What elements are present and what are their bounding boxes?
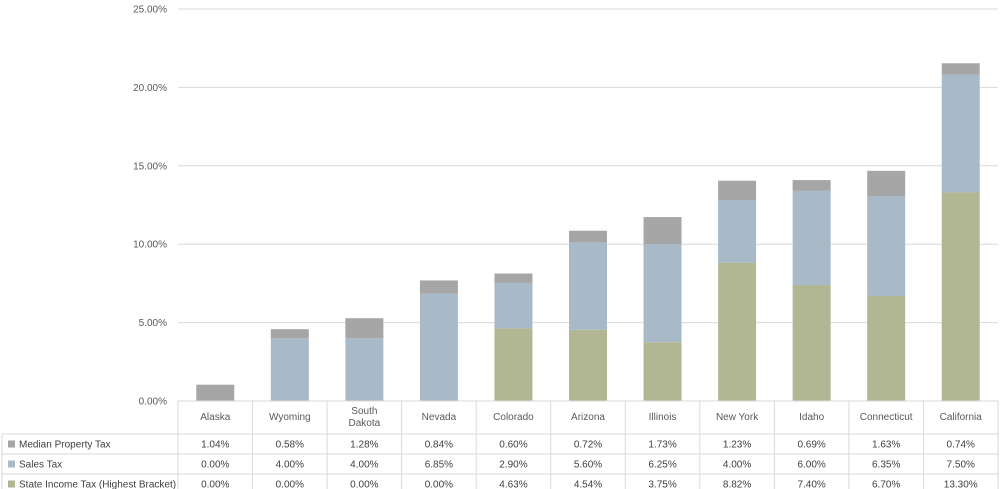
bar-segment bbox=[643, 244, 682, 343]
data-label: 6.35% bbox=[872, 460, 900, 471]
y-tick-label: 15.00% bbox=[133, 161, 167, 172]
legend-key bbox=[8, 480, 15, 488]
category-label: South Dakota bbox=[349, 406, 381, 429]
y-tick-label: 25.00% bbox=[133, 5, 167, 16]
bar-segment bbox=[494, 328, 533, 401]
y-tick-label: 5.00% bbox=[139, 318, 167, 329]
bar-segment bbox=[792, 180, 831, 191]
bar-segment bbox=[941, 192, 980, 401]
bar-segment bbox=[643, 342, 682, 401]
bar-segment bbox=[941, 63, 980, 75]
bar-segment bbox=[867, 295, 906, 401]
legend-key bbox=[8, 440, 15, 448]
bar-segment bbox=[569, 242, 607, 330]
data-label: 0.58% bbox=[276, 440, 304, 451]
data-table: Alaska Wyoming South Dakota Nevada Colorado Ar… bbox=[1, 400, 999, 489]
data-label: 0.60% bbox=[499, 440, 527, 451]
data-label: 0.00% bbox=[276, 480, 304, 489]
category-label: Arizona bbox=[571, 412, 605, 423]
category-label: Wyoming bbox=[269, 412, 311, 423]
bar-segment bbox=[718, 199, 757, 263]
data-label: 5.60% bbox=[574, 460, 602, 471]
legend-entry: Sales Tax bbox=[19, 460, 62, 471]
category-label: Connecticut bbox=[860, 412, 913, 423]
y-tick-label: 20.00% bbox=[133, 83, 167, 94]
data-label: 1.73% bbox=[648, 440, 676, 451]
category-label: New York bbox=[716, 412, 759, 423]
gridlines bbox=[178, 8, 998, 324]
data-label: 4.00% bbox=[276, 460, 304, 471]
data-label: 0.74% bbox=[947, 440, 975, 451]
bar-segment bbox=[345, 318, 384, 339]
bar-segment bbox=[419, 293, 458, 401]
data-label: 8.82% bbox=[723, 480, 751, 489]
data-label: 0.69% bbox=[797, 440, 825, 451]
data-label: 0.00% bbox=[350, 480, 378, 489]
bar-segment bbox=[792, 190, 831, 285]
bar-segment bbox=[792, 284, 831, 401]
data-label: 6.25% bbox=[648, 460, 676, 471]
bar-segment bbox=[867, 170, 906, 197]
bar-segment bbox=[345, 338, 384, 401]
bar-segment bbox=[718, 262, 757, 401]
data-label: 0.00% bbox=[425, 480, 453, 489]
data-label: 4.00% bbox=[350, 460, 378, 471]
data-label: 7.50% bbox=[947, 460, 975, 471]
data-label: 1.63% bbox=[872, 440, 900, 451]
bar-segment bbox=[867, 196, 906, 296]
category-label: Alaska bbox=[200, 412, 230, 423]
data-label: 7.40% bbox=[797, 480, 825, 489]
bar-segment bbox=[494, 273, 533, 283]
data-label: 1.23% bbox=[723, 440, 751, 451]
bar-segment bbox=[569, 230, 607, 243]
category-label: Nevada bbox=[422, 412, 457, 423]
category-label: Illinois bbox=[649, 412, 677, 423]
category-label: California bbox=[940, 412, 983, 423]
data-label: 0.72% bbox=[574, 440, 602, 451]
bars bbox=[196, 63, 980, 401]
legend-entry: Median Property Tax bbox=[19, 440, 111, 451]
bar-segment bbox=[718, 180, 757, 200]
bar-segment bbox=[569, 329, 607, 401]
data-label: 1.28% bbox=[350, 440, 378, 451]
bar-segment bbox=[270, 338, 309, 401]
data-label: 4.00% bbox=[723, 460, 751, 471]
bar-segment bbox=[941, 74, 980, 193]
bar-segment bbox=[196, 384, 235, 401]
data-label: 13.30% bbox=[944, 480, 978, 489]
y-tick-label: 10.00% bbox=[133, 240, 167, 251]
y-axis-tick-labels: 0.00% 5.00% 10.00% 15.00% 20.00% 25.00% bbox=[133, 5, 167, 408]
legend-key bbox=[8, 460, 15, 468]
data-label: 2.90% bbox=[499, 460, 527, 471]
legend-entry: State Income Tax (Highest Bracket) bbox=[19, 480, 176, 489]
category-label: Idaho bbox=[799, 412, 824, 423]
data-label: 4.54% bbox=[574, 480, 602, 489]
data-label: 0.84% bbox=[425, 440, 453, 451]
category-label: Colorado bbox=[493, 412, 534, 423]
data-label: 0.00% bbox=[201, 460, 229, 471]
data-label: 3.75% bbox=[648, 480, 676, 489]
data-label: 4.63% bbox=[499, 480, 527, 489]
data-label: 6.85% bbox=[425, 460, 453, 471]
data-label: 1.04% bbox=[201, 440, 229, 451]
bar-segment bbox=[494, 282, 533, 329]
data-label: 0.00% bbox=[201, 480, 229, 489]
y-tick-label: 0.00% bbox=[139, 397, 167, 408]
bar-segment bbox=[643, 217, 682, 245]
bar-segment bbox=[419, 280, 458, 294]
data-label: 6.70% bbox=[872, 480, 900, 489]
data-label: 6.00% bbox=[797, 460, 825, 471]
bar-segment bbox=[270, 329, 309, 339]
